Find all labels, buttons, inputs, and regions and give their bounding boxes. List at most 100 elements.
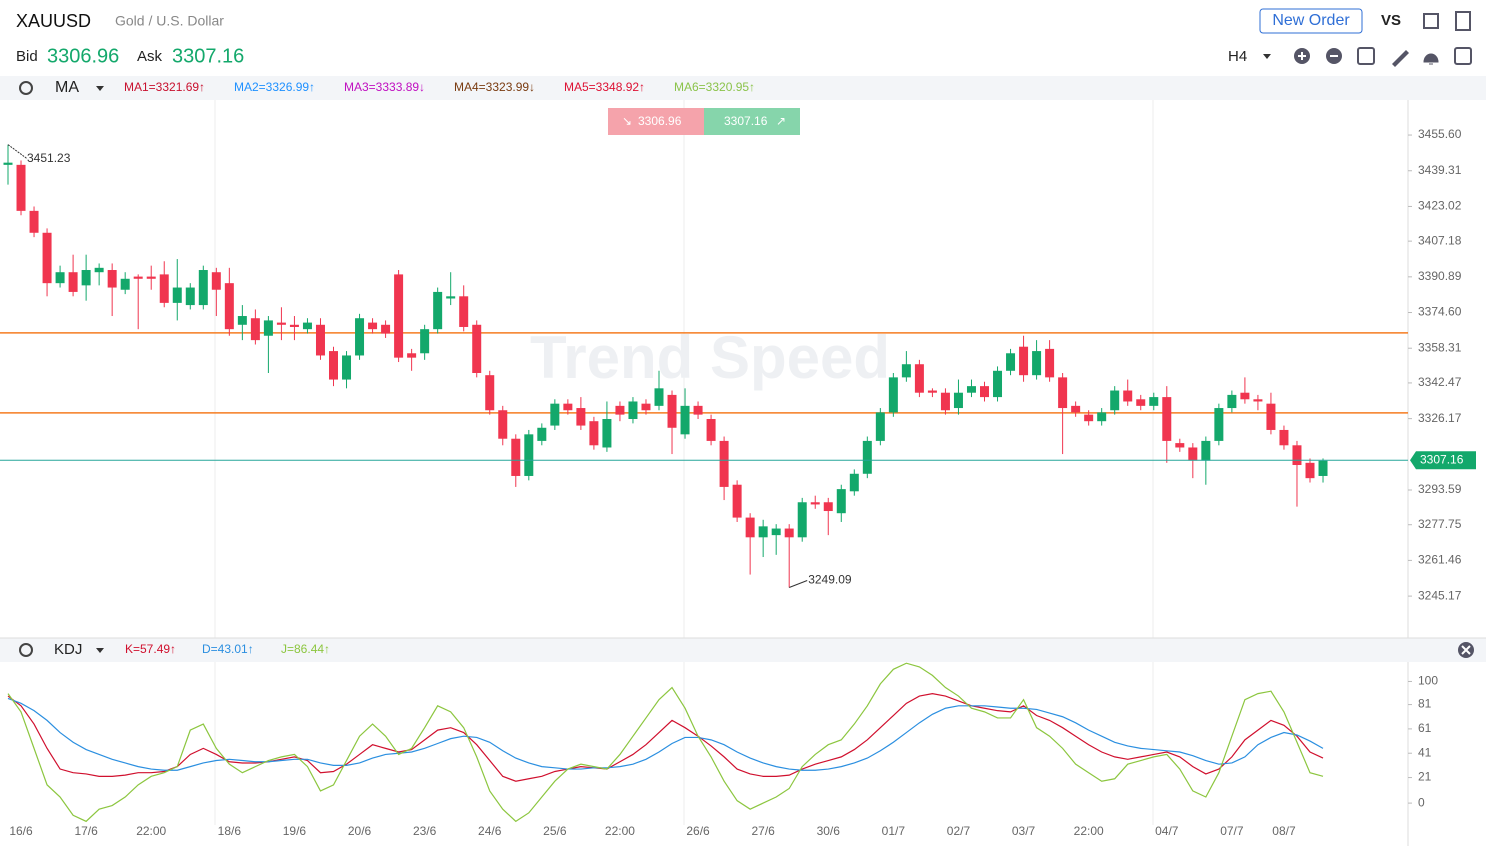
candle-body <box>55 272 65 284</box>
candle-body <box>1188 447 1198 461</box>
x-tick-label: 02/7 <box>947 824 971 838</box>
sell-price[interactable]: 3306.96 <box>638 114 682 128</box>
settings-icon[interactable] <box>19 643 33 657</box>
candle-body <box>446 296 456 299</box>
candle-body <box>927 390 937 393</box>
candle-body <box>693 405 703 415</box>
indicator-caret[interactable] <box>96 86 104 91</box>
candle-body <box>862 440 872 474</box>
x-tick-label: 26/6 <box>686 824 710 838</box>
bid-price: 3306.96 <box>47 45 119 67</box>
candle-body <box>16 164 26 211</box>
kdj-line <box>7 697 1324 771</box>
settings-icon[interactable] <box>19 81 33 95</box>
instrument-name: Gold / U.S. Dollar <box>115 13 224 29</box>
kdj-line <box>7 662 1324 823</box>
layout-icon[interactable] <box>1357 47 1375 65</box>
vs-button[interactable]: VS <box>1381 12 1401 29</box>
candle-body <box>719 440 729 487</box>
y-tick-label: 3407.18 <box>1418 233 1462 247</box>
candle-body <box>68 272 78 292</box>
bid-label: Bid <box>16 48 38 65</box>
candle-body <box>849 473 859 492</box>
buy-box[interactable] <box>704 108 800 135</box>
candle-body <box>224 283 234 330</box>
candle-body <box>237 316 247 325</box>
candle-body <box>42 232 52 284</box>
candle-body <box>172 287 182 303</box>
last-price-tag <box>1410 451 1476 470</box>
candle-body <box>966 386 976 393</box>
candle-body <box>1097 412 1107 422</box>
y-tick-label: 3326.17 <box>1418 411 1462 425</box>
candle-body <box>511 438 521 476</box>
candle-body <box>1019 346 1029 376</box>
candle-body <box>797 502 807 538</box>
alert-icon[interactable] <box>1423 53 1439 65</box>
candle-body <box>1279 429 1289 446</box>
sell-arrow: ↘ <box>622 114 632 128</box>
y-tick-label: 3455.60 <box>1418 127 1462 141</box>
candle-body <box>993 370 1003 398</box>
candle-body <box>784 528 794 538</box>
candle-body <box>888 377 898 413</box>
candle-body <box>433 291 443 330</box>
candle-body <box>810 502 820 505</box>
y-tick-label: 100 <box>1418 674 1438 688</box>
candle-body <box>1201 440 1211 461</box>
x-tick-label: 04/7 <box>1155 824 1179 838</box>
candle-body <box>602 419 612 448</box>
y-tick-label: 3261.46 <box>1418 553 1462 567</box>
candle-body <box>498 410 508 439</box>
new-order-button[interactable] <box>1259 8 1363 34</box>
candle-body <box>1266 403 1276 430</box>
sell-box[interactable] <box>608 108 704 135</box>
candle-body <box>29 210 39 233</box>
kdj-value: J=86.44↑ <box>281 642 330 656</box>
draw-icon[interactable] <box>1392 50 1409 67</box>
x-tick-label: 23/6 <box>413 824 437 838</box>
y-tick-label: 3423.02 <box>1418 199 1462 213</box>
oscillator-bar <box>0 638 1486 662</box>
candle-body <box>641 403 651 411</box>
chart-icon[interactable] <box>1454 47 1472 65</box>
annotation-line <box>789 580 808 588</box>
candle-body <box>1162 397 1172 441</box>
low-label: 3249.09 <box>808 573 852 587</box>
oscillator-caret[interactable] <box>96 648 104 653</box>
new-order-text[interactable]: New Order <box>1272 12 1350 29</box>
candle-body <box>706 419 716 441</box>
candle-body <box>133 276 143 279</box>
x-tick-label: 16/6 <box>9 824 33 838</box>
candle-body <box>745 517 755 538</box>
ask-label: Ask <box>137 48 163 65</box>
candle-body <box>1110 390 1120 411</box>
candle-body <box>901 364 911 378</box>
buy-arrow: ↗ <box>776 114 786 128</box>
candle-body <box>589 421 599 446</box>
oscillator-name[interactable]: KDJ <box>54 641 82 658</box>
candle-body <box>368 322 378 330</box>
ma-value: MA2=3326.99↑ <box>234 80 315 94</box>
candle-body <box>563 403 573 411</box>
x-tick-label: 18/6 <box>218 824 242 838</box>
candle-body <box>1006 353 1016 371</box>
timeframe[interactable]: H4 <box>1228 48 1247 65</box>
fullscreen-icon[interactable] <box>1423 13 1439 29</box>
candle-body <box>615 405 625 415</box>
indicator-name[interactable]: MA <box>55 79 79 96</box>
candle-body <box>680 405 690 435</box>
candle-body <box>250 318 260 341</box>
ma-value: MA5=3348.92↑ <box>564 80 645 94</box>
y-tick-label: 3358.31 <box>1418 340 1462 354</box>
zoom-in-glyph <box>1298 52 1306 60</box>
candle-body <box>537 427 547 441</box>
candle-body <box>1123 390 1133 402</box>
y-tick-label: 3277.75 <box>1418 517 1462 531</box>
candle-body <box>302 322 312 330</box>
buy-price[interactable]: 3307.16 <box>724 114 768 128</box>
timeframe-caret[interactable] <box>1263 54 1271 59</box>
panel-icon[interactable] <box>1455 11 1471 31</box>
candle-body <box>758 526 768 538</box>
